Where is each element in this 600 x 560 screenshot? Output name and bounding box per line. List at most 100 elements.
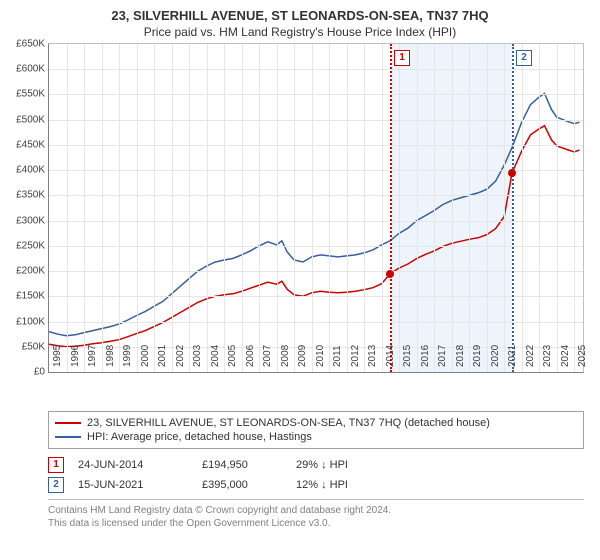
chart: £0£50K£100K£150K£200K£250K£300K£350K£400… [48,43,584,403]
y-axis-label: £500K [9,114,45,125]
x-axis-label: 2022 [525,345,536,367]
event-date: 15-JUN-2021 [78,479,188,491]
grid-line [382,44,383,372]
grid-line [557,44,558,372]
grid-line [522,44,523,372]
y-axis-label: £0 [9,367,45,378]
grid-line [49,296,583,297]
grid-line [452,44,453,372]
data-point [386,270,394,278]
grid-line [294,44,295,372]
x-axis-label: 2004 [210,345,221,367]
y-axis-label: £100K [9,316,45,327]
y-axis-label: £200K [9,266,45,277]
grid-line [84,44,85,372]
grid-line [49,221,583,222]
x-axis-label: 2005 [227,345,238,367]
grid-line [224,44,225,372]
marker-line [512,44,514,372]
series-svg [49,44,583,372]
legend-label: 23, SILVERHILL AVENUE, ST LEONARDS-ON-SE… [87,417,490,429]
x-axis-label: 1999 [122,345,133,367]
grid-line [49,170,583,171]
x-axis-label: 2024 [560,345,571,367]
x-axis-label: 2007 [262,345,273,367]
y-axis-label: £450K [9,139,45,150]
grid-line [189,44,190,372]
grid-line [539,44,540,372]
x-axis-label: 2020 [490,345,501,367]
marker-line [390,44,392,372]
grid-line [49,94,583,95]
marker-badge: 2 [516,50,532,66]
grid-line [207,44,208,372]
grid-line [434,44,435,372]
page-title: 23, SILVERHILL AVENUE, ST LEONARDS-ON-SE… [8,8,592,23]
y-axis-label: £400K [9,165,45,176]
x-axis-label: 2000 [140,345,151,367]
grid-line [277,44,278,372]
x-axis-label: 1995 [52,345,63,367]
x-axis-label: 2023 [542,345,553,367]
grid-line [49,69,583,70]
x-axis-label: 2025 [577,345,588,367]
x-axis-label: 2001 [157,345,168,367]
x-axis-label: 1997 [87,345,98,367]
footer-line: This data is licensed under the Open Gov… [48,517,584,530]
grid-line [469,44,470,372]
grid-line [364,44,365,372]
event-price: £395,000 [202,479,282,491]
event-delta: 29% ↓ HPI [296,459,348,471]
grid-line [102,44,103,372]
x-axis-label: 2012 [350,345,361,367]
legend: 23, SILVERHILL AVENUE, ST LEONARDS-ON-SE… [48,411,584,449]
event-row: 2 15-JUN-2021 £395,000 12% ↓ HPI [48,475,584,495]
event-row: 1 24-JUN-2014 £194,950 29% ↓ HPI [48,455,584,475]
data-point [508,169,516,177]
grid-line [312,44,313,372]
grid-line [259,44,260,372]
x-axis-label: 2003 [192,345,203,367]
y-axis-label: £600K [9,64,45,75]
x-axis-label: 2013 [367,345,378,367]
grid-line [154,44,155,372]
series-line [49,94,580,336]
grid-line [49,322,583,323]
grid-line [504,44,505,372]
grid-line [347,44,348,372]
plot-region: £0£50K£100K£150K£200K£250K£300K£350K£400… [48,43,584,373]
footer: Contains HM Land Registry data © Crown c… [48,499,584,530]
x-axis-label: 2006 [245,345,256,367]
y-axis-label: £350K [9,190,45,201]
grid-line [137,44,138,372]
y-axis-label: £150K [9,291,45,302]
grid-line [49,195,583,196]
grid-line [417,44,418,372]
grid-line [329,44,330,372]
series-line [49,126,580,347]
x-axis-label: 1998 [105,345,116,367]
x-axis-label: 2002 [175,345,186,367]
page-subtitle: Price paid vs. HM Land Registry's House … [8,25,592,39]
marker-badge: 1 [394,50,410,66]
x-axis-label: 2010 [315,345,326,367]
y-axis-label: £300K [9,215,45,226]
event-badge: 1 [48,457,64,473]
y-axis-label: £550K [9,89,45,100]
event-date: 24-JUN-2014 [78,459,188,471]
x-axis-label: 2017 [437,345,448,367]
event-price: £194,950 [202,459,282,471]
x-axis-label: 2009 [297,345,308,367]
legend-label: HPI: Average price, detached house, Hast… [87,431,312,443]
grid-line [172,44,173,372]
grid-line [49,246,583,247]
x-axis-label: 2018 [455,345,466,367]
grid-line [49,145,583,146]
x-axis-label: 2008 [280,345,291,367]
y-axis-label: £250K [9,240,45,251]
legend-item: HPI: Average price, detached house, Hast… [55,430,577,444]
events-table: 1 24-JUN-2014 £194,950 29% ↓ HPI 2 15-JU… [48,455,584,495]
grid-line [399,44,400,372]
x-axis-label: 2011 [332,345,343,367]
legend-swatch [55,436,81,438]
